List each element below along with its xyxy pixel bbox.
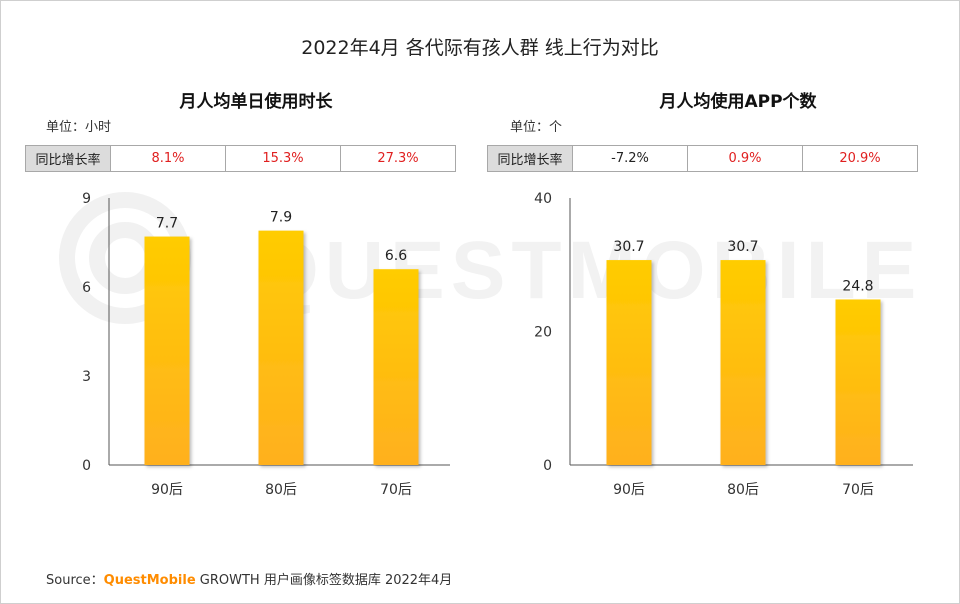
questmobile-watermark: QUESTMOBILE bbox=[59, 192, 920, 324]
bar bbox=[720, 260, 766, 465]
data-label: 24.8 bbox=[842, 278, 873, 294]
yoy-cell: 20.9% bbox=[802, 146, 917, 171]
y-tick-label: 20 bbox=[534, 325, 552, 341]
bar-chart-app-count: 0 20 40 30.7 90后 30.7 80后 24.8 70后 bbox=[534, 191, 913, 498]
yoy-label: 同比增长率 bbox=[26, 146, 110, 171]
bar bbox=[373, 269, 419, 465]
data-label: 6.6 bbox=[385, 248, 407, 264]
y-tick-label: 40 bbox=[534, 191, 552, 207]
y-tick-label: 6 bbox=[82, 280, 91, 296]
x-tick-label: 90后 bbox=[613, 482, 645, 498]
bar bbox=[835, 299, 881, 465]
unit-label-right: 单位：个 bbox=[510, 120, 563, 135]
data-label: 30.7 bbox=[613, 239, 644, 255]
x-tick-label: 80后 bbox=[265, 482, 297, 498]
chart-title-right: 月人均使用APP个数 bbox=[659, 92, 817, 112]
x-tick-label: 70后 bbox=[380, 482, 412, 498]
bar bbox=[258, 230, 304, 465]
watermark-text: QUESTMOBILE bbox=[255, 225, 920, 316]
yoy-cell: -7.2% bbox=[572, 146, 687, 171]
data-label: 7.7 bbox=[156, 216, 178, 232]
x-tick-label: 90后 bbox=[151, 482, 183, 498]
yoy-cell: 8.1% bbox=[110, 146, 225, 171]
y-tick-label: 0 bbox=[82, 458, 91, 474]
bar bbox=[144, 236, 190, 465]
yoy-cell: 0.9% bbox=[687, 146, 802, 171]
y-tick-label: 9 bbox=[82, 191, 91, 207]
y-tick-label: 3 bbox=[82, 369, 91, 385]
source-brand: QuestMobile bbox=[103, 573, 196, 588]
y-tick-label: 0 bbox=[543, 458, 552, 474]
source-prefix: Source： bbox=[46, 573, 104, 588]
bar bbox=[606, 260, 652, 465]
yoy-table-right: 同比增长率 -7.2% 0.9% 20.9% bbox=[487, 145, 918, 172]
yoy-label: 同比增长率 bbox=[488, 146, 572, 171]
bar-chart-usage-time: 0 3 6 9 7.7 90后 7.9 80后 6.6 70后 bbox=[82, 191, 450, 498]
data-label: 30.7 bbox=[727, 239, 758, 255]
chart-title-left: 月人均单日使用时长 bbox=[179, 92, 333, 112]
x-tick-label: 70后 bbox=[842, 482, 874, 498]
source-note: Source：QuestMobile GROWTH 用户画像标签数据库 2022… bbox=[46, 569, 452, 588]
page-title: 2022年4月 各代际有孩人群 线上行为对比 bbox=[301, 37, 659, 59]
yoy-cell: 15.3% bbox=[225, 146, 340, 171]
data-label: 7.9 bbox=[270, 210, 292, 226]
source-text: GROWTH 用户画像标签数据库 2022年4月 bbox=[195, 573, 453, 588]
x-tick-label: 80后 bbox=[727, 482, 759, 498]
yoy-table-left: 同比增长率 8.1% 15.3% 27.3% bbox=[25, 145, 456, 172]
unit-label-left: 单位：小时 bbox=[46, 120, 112, 135]
yoy-cell: 27.3% bbox=[340, 146, 455, 171]
